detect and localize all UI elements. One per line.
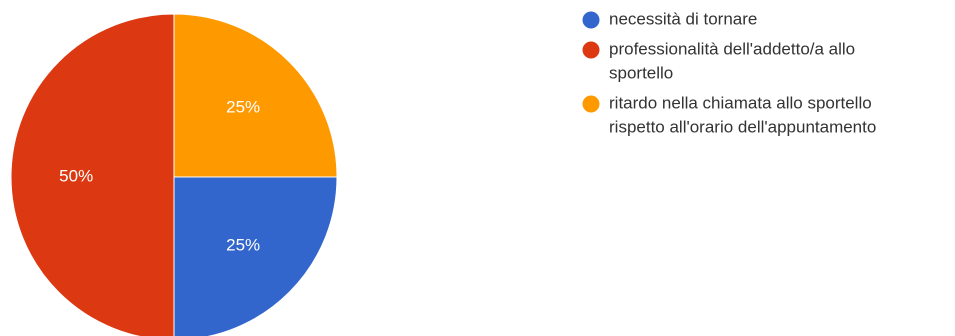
- legend-label: professionalità dell'addetto/a allo: [609, 39, 855, 58]
- legend: necessità di tornare professionalità dell…: [582, 9, 877, 136]
- legend-marker: [582, 11, 600, 29]
- legend-marker: [582, 41, 600, 59]
- legend-label: necessità di tornare: [609, 9, 757, 28]
- legend-item[interactable]: ritardo nella chiamata allo sportello ris…: [582, 93, 877, 136]
- pie-slice-labels: 25% 25% 50%: [59, 97, 260, 254]
- legend-item[interactable]: necessità di tornare: [582, 9, 758, 29]
- slice-percent-label: 25%: [226, 236, 260, 255]
- pie-slices: [10, 13, 338, 336]
- pie-slice[interactable]: [173, 13, 338, 178]
- legend-label: rispetto all'orario dell'appuntamento: [609, 117, 876, 136]
- slice-percent-label: 25%: [226, 97, 260, 116]
- pie-slice[interactable]: [10, 13, 175, 336]
- legend-marker: [582, 95, 600, 113]
- legend-item[interactable]: professionalità dell'addetto/a allo sport…: [582, 39, 856, 82]
- slice-percent-label: 50%: [59, 166, 93, 185]
- legend-label: ritardo nella chiamata allo sportello: [609, 93, 872, 112]
- legend-label: sportello: [609, 63, 673, 82]
- pie-slice[interactable]: [173, 176, 338, 336]
